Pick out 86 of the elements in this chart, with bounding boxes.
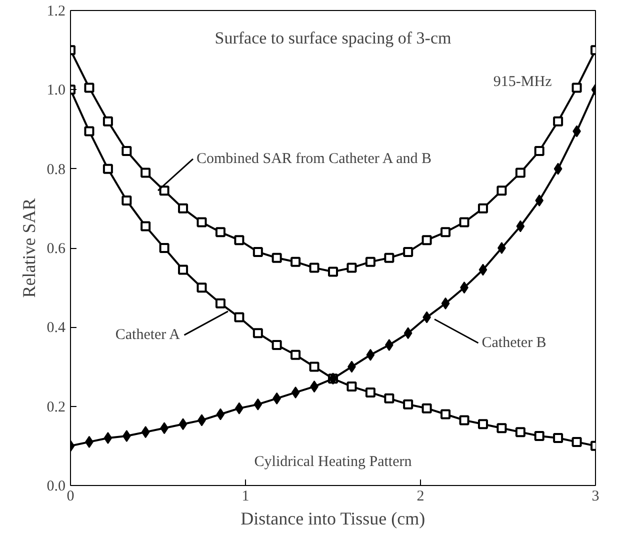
point bbox=[196, 282, 207, 293]
y-tick-label: 0.2 bbox=[46, 399, 66, 416]
y-axis-title: Relative SAR bbox=[18, 198, 39, 298]
point bbox=[215, 227, 226, 238]
y-tick-label: 0.0 bbox=[46, 478, 66, 494]
point bbox=[140, 168, 151, 178]
point bbox=[291, 386, 300, 398]
text: Surface to surface spacing of 3-cm bbox=[214, 28, 452, 48]
point bbox=[496, 423, 507, 434]
point bbox=[122, 146, 132, 156]
point bbox=[141, 426, 150, 438]
point bbox=[440, 409, 451, 420]
point bbox=[535, 194, 544, 206]
point bbox=[234, 235, 244, 246]
point bbox=[572, 82, 582, 93]
x-tick-label: 1 bbox=[242, 488, 250, 504]
point bbox=[216, 408, 225, 420]
point bbox=[290, 350, 301, 360]
point bbox=[252, 328, 263, 338]
point bbox=[515, 168, 526, 178]
point bbox=[102, 116, 113, 126]
point bbox=[553, 116, 564, 126]
y-tick-label: 0.6 bbox=[46, 241, 66, 257]
point bbox=[272, 340, 282, 350]
point bbox=[178, 418, 188, 430]
annotation: Catheter A bbox=[115, 327, 180, 344]
y-tick-label: 0.4 bbox=[46, 320, 66, 336]
point bbox=[384, 393, 394, 404]
point bbox=[553, 433, 564, 443]
y-tick-label: 1.2 bbox=[46, 4, 66, 20]
point bbox=[104, 432, 112, 444]
point bbox=[440, 227, 451, 238]
point bbox=[403, 399, 414, 410]
point bbox=[534, 146, 544, 156]
x-axis-title: Distance into Tissue (cm) bbox=[240, 508, 426, 528]
point bbox=[441, 297, 450, 310]
point bbox=[178, 264, 188, 275]
x-tick-label: 2 bbox=[416, 488, 424, 504]
point bbox=[459, 217, 470, 228]
point bbox=[422, 235, 432, 246]
point bbox=[403, 246, 414, 257]
point bbox=[196, 217, 207, 228]
point bbox=[459, 415, 470, 426]
point bbox=[346, 262, 357, 273]
point bbox=[346, 382, 357, 392]
y-tick-label: 0.8 bbox=[46, 162, 66, 178]
point bbox=[366, 348, 375, 361]
point bbox=[572, 436, 582, 447]
point bbox=[234, 312, 244, 322]
point bbox=[384, 252, 394, 263]
point bbox=[478, 264, 488, 276]
point bbox=[365, 256, 376, 267]
x-tick-label: 0 bbox=[66, 488, 74, 504]
point bbox=[84, 126, 94, 136]
point bbox=[290, 256, 301, 267]
point bbox=[515, 427, 526, 438]
point bbox=[478, 203, 488, 214]
point bbox=[178, 203, 188, 214]
point bbox=[309, 262, 320, 273]
annotation: Cylidrical Heating Pattern bbox=[254, 454, 412, 470]
annotation: 915-MHz bbox=[493, 74, 552, 90]
point bbox=[422, 403, 432, 414]
point bbox=[159, 186, 170, 196]
point bbox=[498, 242, 506, 254]
annotation: Catheter B bbox=[482, 335, 546, 351]
point bbox=[328, 266, 338, 277]
point bbox=[254, 398, 262, 410]
annotation: Combined SAR from Catheter A and B bbox=[196, 150, 432, 167]
point bbox=[496, 186, 507, 196]
y-tick-label: 1.0 bbox=[46, 82, 66, 99]
point bbox=[404, 327, 412, 340]
point bbox=[84, 82, 94, 93]
point bbox=[252, 246, 263, 257]
point bbox=[122, 196, 132, 206]
point bbox=[554, 162, 562, 175]
point bbox=[534, 431, 544, 442]
point bbox=[365, 387, 376, 398]
point bbox=[215, 298, 226, 308]
x-tick-label: 3 bbox=[592, 488, 600, 504]
point bbox=[140, 221, 151, 232]
point bbox=[516, 220, 525, 232]
point bbox=[102, 164, 113, 174]
point bbox=[478, 419, 488, 430]
point bbox=[272, 252, 282, 263]
point bbox=[159, 243, 170, 253]
point bbox=[309, 362, 320, 372]
